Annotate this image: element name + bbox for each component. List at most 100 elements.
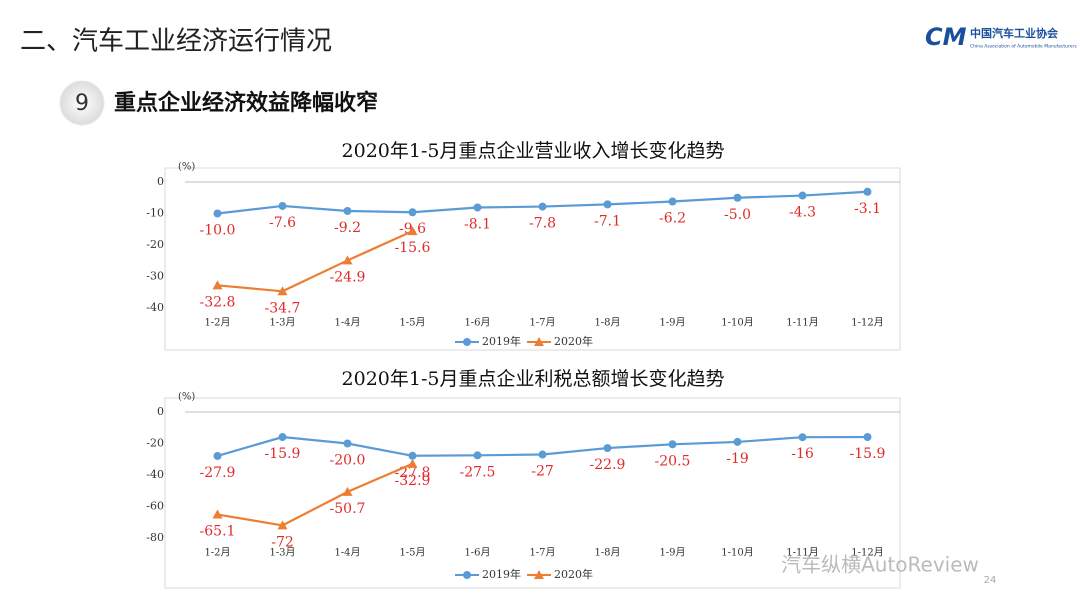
y-tick-label: 0 — [157, 405, 164, 418]
data-label: -4.3 — [789, 205, 816, 221]
section-badge — [59, 80, 105, 126]
marker — [212, 509, 223, 519]
marker — [213, 209, 222, 218]
series-line — [217, 230, 413, 293]
x-tick-label: 1-8月 — [594, 547, 620, 559]
x-tick-label: 1-9月 — [659, 317, 685, 329]
data-label: -20.5 — [655, 453, 691, 469]
y-axis-label: (%) — [178, 392, 195, 403]
data-label: -15.6 — [395, 240, 431, 256]
x-tick-label: 1-12月 — [851, 317, 883, 329]
data-label: -15.9 — [265, 446, 301, 462]
chart-frame — [164, 167, 901, 351]
y-tick-label: -30 — [146, 270, 164, 283]
series-line — [217, 462, 413, 527]
x-tick-label: 1-6月 — [464, 547, 490, 559]
marker — [798, 191, 807, 200]
slide-title: 二、汽车工业经济运行情况 — [20, 27, 332, 57]
data-label: -6.2 — [659, 211, 686, 227]
x-tick-label: 1-10月 — [721, 547, 753, 559]
marker — [603, 200, 612, 209]
marker — [278, 433, 287, 442]
marker — [863, 433, 872, 442]
marker — [798, 433, 807, 442]
marker — [343, 206, 352, 215]
data-label: -7.6 — [269, 215, 296, 231]
section-number: 9 — [75, 91, 89, 116]
x-tick-label: 1-3月 — [269, 547, 295, 559]
marker — [463, 571, 471, 579]
y-tick-label: -40 — [146, 301, 164, 314]
x-tick-label: 1-2月 — [204, 317, 230, 329]
x-tick-label: 1-6月 — [464, 317, 490, 329]
x-tick-label: 1-5月 — [399, 317, 425, 329]
x-tick-label: 1-9月 — [659, 547, 685, 559]
marker — [538, 450, 547, 459]
x-tick-label: 1-4月 — [334, 317, 360, 329]
data-label: -32.8 — [200, 294, 236, 310]
logo-mark: CM — [925, 23, 967, 51]
data-label: -16 — [791, 446, 814, 462]
marker — [733, 437, 742, 446]
marker — [463, 338, 471, 346]
x-tick-label: 1-3月 — [269, 317, 295, 329]
x-tick-label: 1-7月 — [529, 547, 555, 559]
data-label: -15.9 — [850, 446, 886, 462]
legend-label: 2019年 — [482, 567, 521, 581]
y-tick-label: -40 — [146, 468, 164, 481]
data-label: -22.9 — [590, 457, 626, 473]
marker — [277, 286, 288, 296]
data-label: -27 — [531, 464, 554, 480]
marker — [342, 255, 353, 265]
watermark: 汽车纵横AutoReview — [781, 553, 979, 577]
data-label: -9.2 — [334, 220, 361, 236]
data-label: -19 — [726, 451, 749, 467]
page-number: 24 — [984, 575, 997, 586]
marker — [473, 451, 482, 460]
data-label: -10.0 — [200, 223, 236, 239]
data-label: -27.9 — [200, 465, 236, 481]
marker — [342, 486, 353, 496]
marker — [213, 451, 222, 460]
x-tick-label: 1-5月 — [399, 547, 425, 559]
x-tick-label: 1-11月 — [786, 317, 818, 329]
marker — [538, 202, 547, 211]
data-label: -34.7 — [265, 300, 301, 316]
x-tick-label: 1-11月 — [786, 547, 818, 559]
y-tick-label: 0 — [157, 175, 164, 188]
marker — [603, 444, 612, 453]
chart-title: 2020年1-5月重点企业利税总额增长变化趋势 — [342, 368, 725, 390]
marker — [863, 187, 872, 196]
section-title: 重点企业经济效益降幅收窄 — [114, 90, 378, 116]
marker — [534, 570, 544, 579]
data-label: -32.9 — [395, 473, 431, 489]
legend-label: 2019年 — [482, 334, 521, 348]
marker — [408, 208, 417, 217]
y-tick-label: -60 — [146, 500, 164, 513]
marker — [343, 439, 352, 448]
marker — [668, 197, 677, 206]
data-label: -5.0 — [724, 207, 751, 223]
x-tick-label: 1-2月 — [204, 547, 230, 559]
y-axis-label: (%) — [178, 162, 195, 173]
x-tick-label: 1-10月 — [721, 317, 753, 329]
chart-title: 2020年1-5月重点企业营业收入增长变化趋势 — [342, 140, 725, 162]
y-tick-label: -80 — [146, 531, 164, 544]
marker — [668, 440, 677, 449]
data-label: -7.8 — [529, 216, 556, 232]
legend-label: 2020年 — [554, 334, 593, 348]
marker — [407, 458, 418, 468]
y-tick-label: -20 — [146, 437, 164, 450]
data-label: -65.1 — [200, 524, 236, 540]
marker — [473, 203, 482, 212]
x-tick-label: 1-7月 — [529, 317, 555, 329]
data-label: -8.1 — [464, 217, 491, 233]
data-label: -24.9 — [330, 269, 366, 285]
legend-label: 2020年 — [554, 567, 593, 581]
data-label: -3.1 — [854, 201, 881, 217]
marker — [278, 201, 287, 210]
y-tick-label: -10 — [146, 207, 164, 220]
logo-subtitle: China Association of Automobile Manufact… — [970, 44, 1077, 50]
x-tick-label: 1-12月 — [851, 547, 883, 559]
y-tick-label: -20 — [146, 238, 164, 251]
